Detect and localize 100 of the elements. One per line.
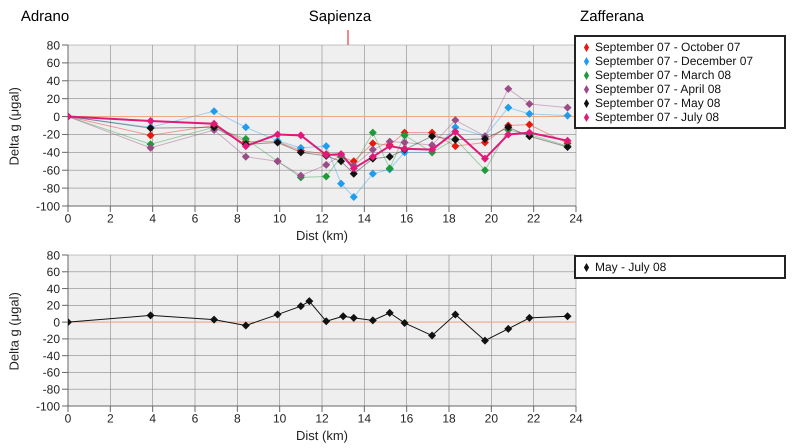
y-tick-label: -80 xyxy=(42,382,60,396)
y-tick-label: 80 xyxy=(46,38,60,52)
point xyxy=(146,144,155,152)
y-tick-label: 40 xyxy=(46,74,60,88)
point xyxy=(146,311,155,320)
x-tick-label: 8 xyxy=(234,212,241,226)
point xyxy=(400,318,409,327)
point xyxy=(146,117,155,126)
y-tick-label: 40 xyxy=(46,282,60,296)
text: Sapienza xyxy=(308,8,372,25)
y-tick-label: -60 xyxy=(42,163,60,178)
point xyxy=(564,136,572,145)
point xyxy=(337,180,346,188)
x-tick-label: 2 xyxy=(106,212,114,226)
point xyxy=(296,302,305,310)
x-tick-label: 16 xyxy=(400,412,414,426)
point xyxy=(525,110,534,118)
y-tick-label: -40 xyxy=(42,348,60,363)
y-axis-title: Delta g (μgal) xyxy=(6,292,22,370)
point xyxy=(296,131,305,140)
point xyxy=(451,128,460,136)
x-tick-label: 10 xyxy=(272,412,287,426)
legend-label: September 07 - July 08 xyxy=(595,110,720,124)
y-axis-title: Delta g (μgal) xyxy=(6,87,22,166)
point xyxy=(368,146,377,154)
point xyxy=(242,123,250,132)
x-tick-label: 22 xyxy=(526,412,541,426)
x-tick-label: 24 xyxy=(569,212,583,226)
point xyxy=(350,164,358,172)
point xyxy=(525,100,534,108)
x-tick-label: 24 xyxy=(569,412,583,426)
y-tick-label: 20 xyxy=(46,298,60,313)
y-tick-label: 60 xyxy=(46,56,60,70)
point xyxy=(428,132,436,140)
y-tick-label: -80 xyxy=(42,181,60,196)
point xyxy=(242,152,250,161)
text: Adrano xyxy=(20,8,70,25)
x-tick-label: 18 xyxy=(442,412,456,426)
y-tick-label: -20 xyxy=(42,128,60,142)
point xyxy=(400,131,409,140)
point xyxy=(322,317,330,326)
point xyxy=(368,128,377,137)
legend-label: September 07 - December 07 xyxy=(595,54,754,68)
x-tick-label: 12 xyxy=(315,412,329,426)
point xyxy=(274,310,282,319)
x-tick-label: 20 xyxy=(484,212,498,226)
point xyxy=(350,314,358,322)
y-tick-label: 0 xyxy=(53,315,60,330)
x-tick-label: 12 xyxy=(315,212,329,226)
y-tick-label: -20 xyxy=(42,332,60,346)
point xyxy=(451,116,460,124)
point xyxy=(146,131,155,140)
y-tick-label: 60 xyxy=(46,265,60,280)
point xyxy=(564,312,572,320)
x-axis-title: Dist (km) xyxy=(296,428,348,443)
point xyxy=(368,139,377,148)
legend-label: September 07 - March 08 xyxy=(595,68,732,82)
point xyxy=(480,154,489,163)
x-tick-label: 2 xyxy=(106,412,114,426)
x-tick-label: 14 xyxy=(358,212,372,226)
point xyxy=(428,146,436,154)
x-tick-label: 0 xyxy=(64,212,72,226)
point xyxy=(210,316,218,324)
text: Zafferana xyxy=(580,8,644,25)
x-axis-title: Dist (km) xyxy=(296,228,348,243)
point xyxy=(322,160,330,169)
point xyxy=(210,107,218,116)
point xyxy=(386,152,394,161)
x-tick-label: 8 xyxy=(234,412,241,426)
point xyxy=(386,308,394,317)
point xyxy=(564,112,572,120)
x-tick-label: 14 xyxy=(358,412,372,426)
x-tick-label: 0 xyxy=(64,412,72,426)
y-tick-label: -60 xyxy=(42,366,60,380)
y-tick-label: -100 xyxy=(36,399,60,414)
point xyxy=(305,297,314,306)
y-tick-label: -40 xyxy=(42,146,60,160)
x-tick-label: 16 xyxy=(400,212,414,226)
point xyxy=(451,142,460,150)
point xyxy=(504,130,512,138)
point xyxy=(504,104,512,112)
point xyxy=(322,172,330,180)
point xyxy=(242,321,250,330)
point xyxy=(339,312,348,320)
point xyxy=(337,157,346,166)
point xyxy=(504,84,512,93)
x-tick-label: 4 xyxy=(149,412,156,426)
y-tick-label: 80 xyxy=(46,248,60,262)
point xyxy=(350,193,358,202)
point xyxy=(525,120,534,129)
point xyxy=(368,316,377,324)
point xyxy=(564,104,572,112)
x-tick-label: 20 xyxy=(484,412,498,426)
x-tick-label: 10 xyxy=(272,212,287,226)
point xyxy=(368,170,377,178)
x-tick-label: 6 xyxy=(192,412,199,426)
legend-label: September 07 - April 08 xyxy=(595,82,722,96)
x-tick-label: 4 xyxy=(149,212,156,226)
y-tick-label: 20 xyxy=(46,92,60,106)
point xyxy=(525,314,534,322)
